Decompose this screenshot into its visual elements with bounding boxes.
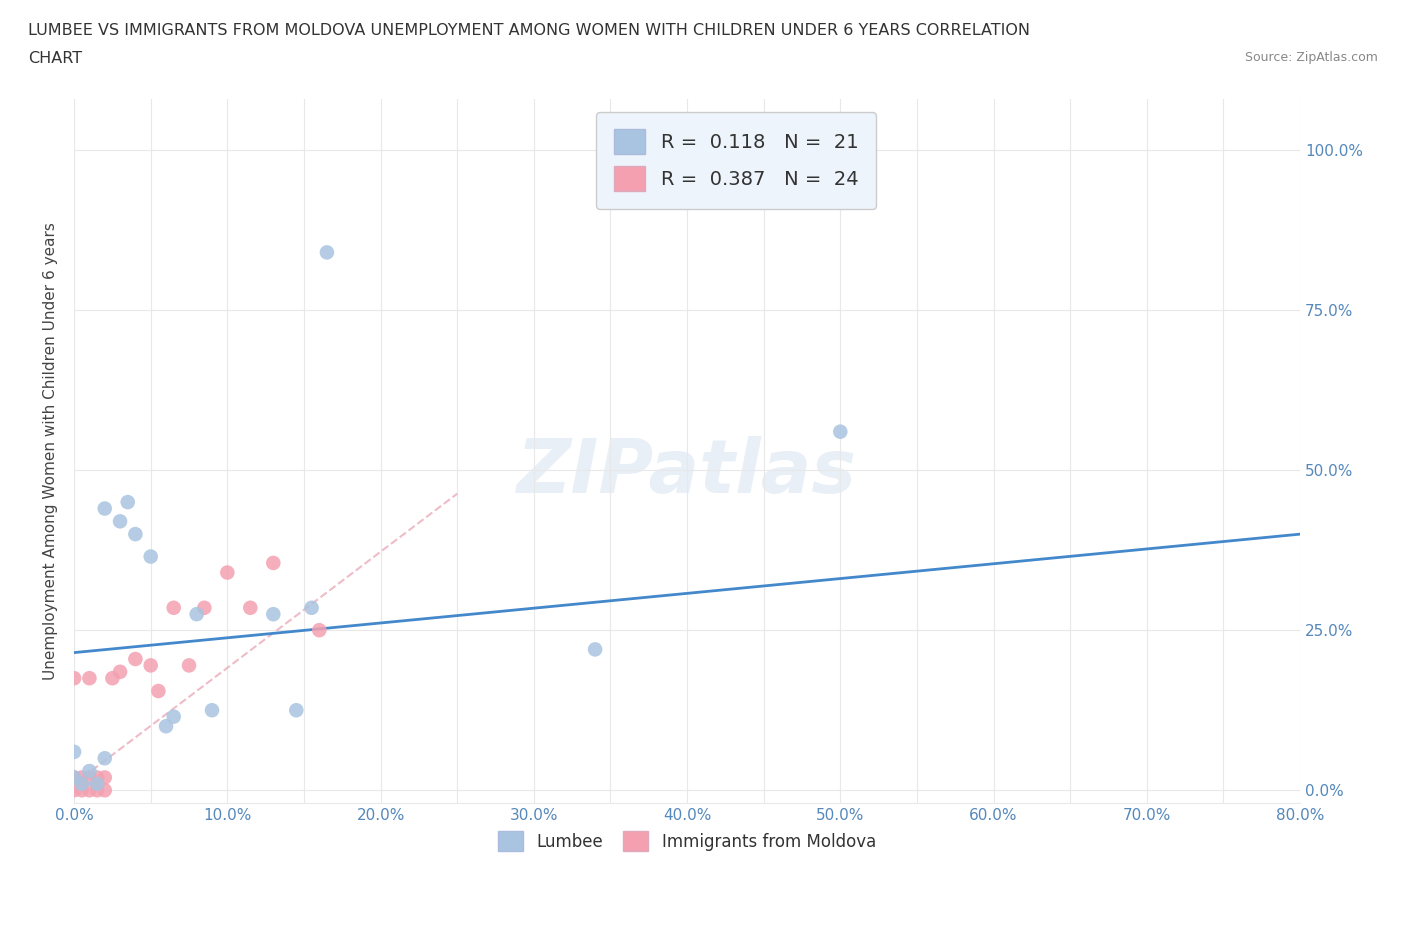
- Point: [79, 770, 101, 785]
- Point: [301, 601, 323, 616]
- Point: [108, 664, 131, 679]
- Point: [830, 424, 852, 439]
- Text: ZIPatlas: ZIPatlas: [517, 435, 858, 509]
- Point: [117, 495, 139, 510]
- Point: [63, 770, 86, 785]
- Point: [163, 601, 186, 616]
- Point: [70, 777, 93, 791]
- Point: [139, 658, 162, 672]
- Point: [163, 710, 186, 724]
- Point: [101, 671, 124, 685]
- Point: [93, 751, 115, 765]
- Point: [86, 777, 108, 791]
- Point: [124, 526, 146, 541]
- Point: [79, 764, 101, 778]
- Point: [70, 770, 93, 785]
- Point: [239, 601, 262, 616]
- Legend: Lumbee, Immigrants from Moldova: Lumbee, Immigrants from Moldova: [492, 825, 883, 858]
- Text: LUMBEE VS IMMIGRANTS FROM MOLDOVA UNEMPLOYMENT AMONG WOMEN WITH CHILDREN UNDER 6: LUMBEE VS IMMIGRANTS FROM MOLDOVA UNEMPL…: [28, 23, 1031, 38]
- Point: [316, 245, 339, 259]
- Point: [262, 555, 284, 570]
- Point: [139, 549, 162, 564]
- Point: [93, 783, 115, 798]
- Point: [63, 770, 86, 785]
- Text: CHART: CHART: [28, 51, 82, 66]
- Point: [583, 642, 606, 657]
- Point: [308, 623, 330, 638]
- Point: [262, 606, 284, 621]
- Point: [93, 770, 115, 785]
- Point: [63, 671, 86, 685]
- Point: [186, 606, 208, 621]
- Point: [70, 783, 93, 798]
- Point: [177, 658, 200, 672]
- Point: [63, 783, 86, 798]
- Point: [124, 652, 146, 667]
- Point: [193, 601, 215, 616]
- Point: [201, 703, 224, 718]
- Point: [93, 501, 115, 516]
- Text: Source: ZipAtlas.com: Source: ZipAtlas.com: [1244, 51, 1378, 64]
- Point: [217, 565, 239, 580]
- Point: [155, 719, 177, 734]
- Point: [108, 514, 131, 529]
- Point: [86, 783, 108, 798]
- Y-axis label: Unemployment Among Women with Children Under 6 years: Unemployment Among Women with Children U…: [44, 222, 58, 680]
- Point: [148, 684, 170, 698]
- Point: [79, 783, 101, 798]
- Point: [285, 703, 308, 718]
- Point: [63, 744, 86, 759]
- Point: [86, 770, 108, 785]
- Point: [79, 671, 101, 685]
